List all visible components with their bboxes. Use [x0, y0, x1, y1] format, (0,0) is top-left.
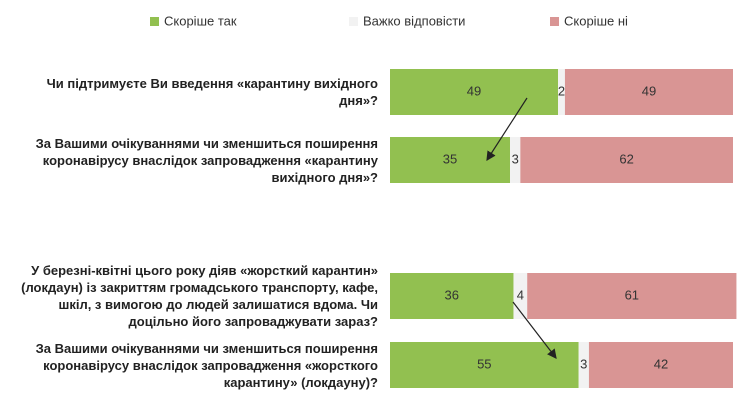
legend-swatch [150, 17, 159, 26]
category-label: У березні-квітні цього року діяв «жорстк… [21, 263, 378, 329]
data-label: 35 [443, 151, 457, 166]
data-label: 61 [625, 287, 639, 302]
arrow [512, 301, 557, 359]
data-label: 3 [512, 151, 519, 166]
data-label: 49 [642, 83, 656, 98]
bar-segment [527, 273, 737, 319]
bar-segment [578, 342, 589, 388]
bar-segment [588, 342, 733, 388]
bar-segment [558, 69, 565, 115]
bar-segment [564, 69, 733, 115]
data-label: 4 [517, 287, 524, 302]
data-label: 42 [654, 356, 668, 371]
arrow [486, 97, 528, 162]
data-label: 55 [477, 356, 491, 371]
category-label: За Вашими очікуваннями чи зменшиться пош… [35, 340, 378, 390]
data-label: 49 [467, 83, 481, 98]
legend-swatch [349, 17, 358, 26]
data-label: 36 [445, 287, 459, 302]
category-label: За Вашими очікуваннями чи зменшиться пош… [35, 135, 378, 185]
data-label: 3 [580, 356, 587, 371]
bar-segment [390, 69, 559, 115]
bar-segment [390, 273, 514, 319]
legend-swatch [550, 17, 559, 26]
data-label: 62 [619, 151, 633, 166]
bar-segment [520, 137, 733, 183]
legend-label: Скоріше так [164, 13, 237, 28]
legend-label: Скоріше ні [564, 13, 628, 28]
legend-label: Важко відповісти [363, 13, 465, 28]
bar-segment [510, 137, 521, 183]
category-label: Чи підтримуєте Ви введення «карантину ви… [46, 76, 378, 108]
data-label: 2 [558, 83, 565, 98]
